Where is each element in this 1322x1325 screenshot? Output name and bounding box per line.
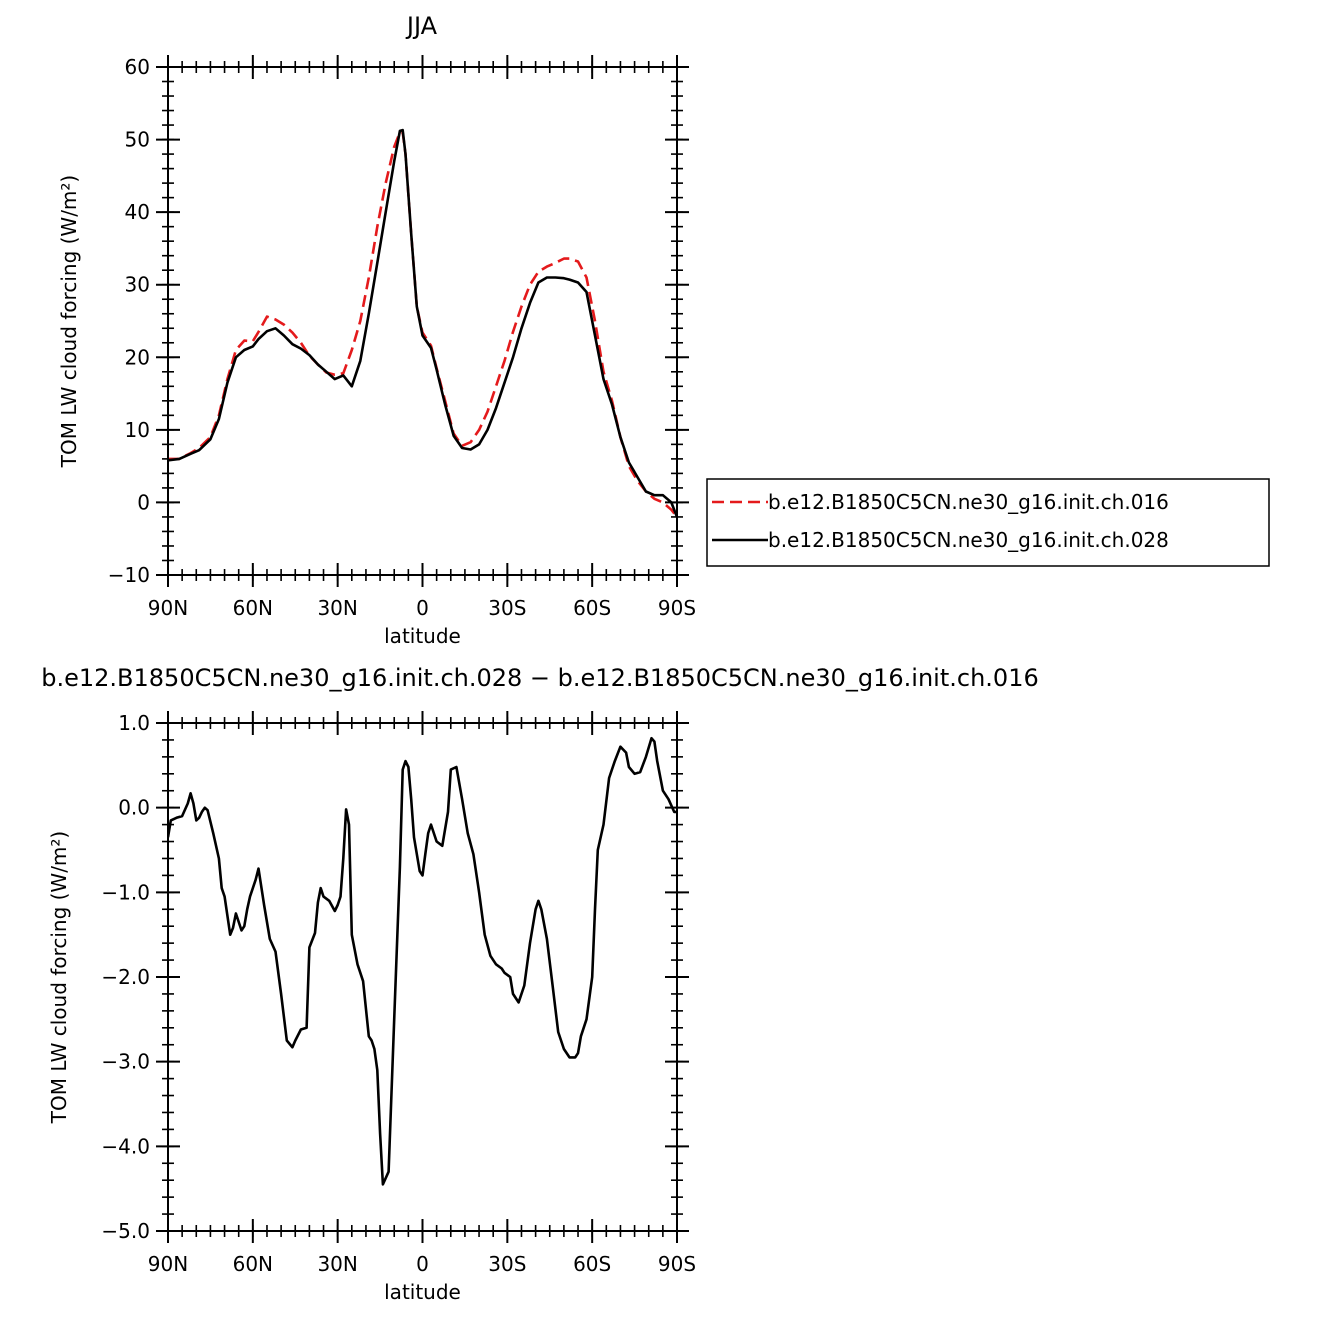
chart-panel-1: JJA −10 0 10 20 30 40 50 60 90N 60N 30N 0 30S 60S 90S la… [57,12,1270,648]
x-tick-label: 90S [658,596,696,620]
legend-entry-2: b.e12.B1850C5CN.ne30_g16.init.ch.028 [768,528,1169,552]
chart-panel-2: b.e12.B1850C5CN.ne30_g16.init.ch.028 − b… [41,664,1038,1304]
x-tick-label: 90N [148,1252,188,1276]
x-tick-label: 60N [233,1252,273,1276]
y-tick-label: −4.0 [101,1134,150,1158]
x-tick-label: 30N [317,1252,357,1276]
legend-box [706,478,1270,567]
y-tick-label: −2.0 [101,965,150,989]
x-tick-label: 30N [317,596,357,620]
plot-frame [167,66,678,576]
y-tick-label: −1.0 [101,880,150,904]
x-tick-label: 30S [488,1252,526,1276]
y-axis-label: TOM LW cloud forcing (W/m²) [47,831,71,1125]
y-tick-label: 10 [125,418,150,442]
y-tick-label: −10 [108,563,150,587]
chart-title: JJA [405,12,438,40]
chart-title: b.e12.B1850C5CN.ne30_g16.init.ch.028 − b… [41,664,1038,692]
legend: b.e12.B1850C5CN.ne30_g16.init.ch.016 b.e1… [706,478,1270,567]
x-tick-label: 0 [416,596,429,620]
series-line-2 [168,128,677,518]
y-tick-label: 50 [125,128,150,152]
y-tick-label: 0.0 [118,796,150,820]
x-axis-label: latitude [384,1280,461,1304]
y-tick-label: 1.0 [118,711,150,735]
x-tick-label: 60N [233,596,273,620]
y-tick-label: 40 [125,200,150,224]
series-line-1 [168,736,677,1186]
series-line-1 [168,131,677,518]
x-axis-label: latitude [384,624,461,648]
x-tick-label: 90S [658,1252,696,1276]
legend-entry-1: b.e12.B1850C5CN.ne30_g16.init.ch.016 [768,490,1169,514]
x-tick-label: 60S [573,596,611,620]
y-tick-label: −5.0 [101,1219,150,1243]
y-axis-label: TOM LW cloud forcing (W/m²) [57,175,81,469]
y-tick-label: 30 [125,273,150,297]
y-tick-label: 20 [125,345,150,369]
y-tick-label: −3.0 [101,1050,150,1074]
x-tick-label: 90N [148,596,188,620]
y-tick-label: 0 [137,490,150,514]
x-tick-label: 0 [416,1252,429,1276]
x-tick-label: 30S [488,596,526,620]
plot-frame [167,722,678,1232]
y-tick-label: 60 [125,55,150,79]
x-tick-label: 60S [573,1252,611,1276]
